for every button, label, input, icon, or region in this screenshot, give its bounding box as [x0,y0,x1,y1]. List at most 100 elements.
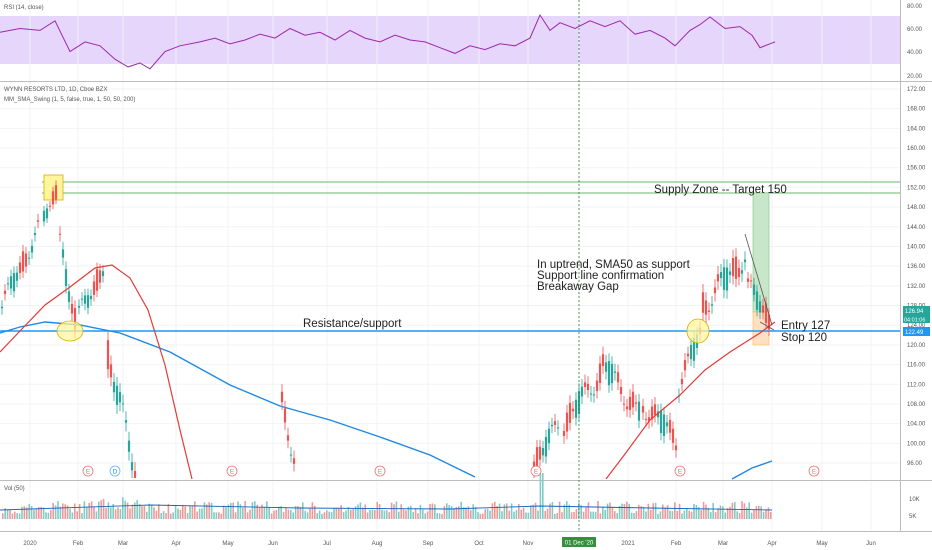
candle-body [553,421,557,425]
candle-body [692,337,696,361]
support-touch-circle-right[interactable] [686,318,710,344]
volume-bar [734,502,736,519]
volume-bar [213,512,215,519]
support-touch-circle-left[interactable] [56,320,84,342]
volume-bar [230,502,232,519]
rsi-title[interactable]: RSI (14, close) [4,5,44,11]
candle-body [662,414,666,437]
thesis-line-1[interactable]: In uptrend, SMA50 as support [537,259,691,271]
volume-bar [693,503,695,519]
candle-body [577,391,581,414]
earnings-marker-label-4: E [534,469,539,476]
candle-body [109,364,113,378]
sma50-line[interactable] [0,264,776,480]
volume-bar [357,504,359,519]
price-tick-label: 156.00 [907,166,926,172]
supply-zone-annotation[interactable]: Supply Zone -- Target 150 [654,184,787,196]
candle-body [598,363,602,383]
volume-bar [242,507,244,519]
stop-annotation[interactable]: Stop 120 [781,332,827,344]
volume-bar [722,506,724,519]
resistance-annotation[interactable]: Resistance/support [303,318,402,330]
volume-bar [642,506,645,519]
earnings-marker-2[interactable]: E [226,465,238,477]
entry-annotation[interactable]: Entry 127 [781,320,830,332]
volume-bar [350,509,352,519]
candle-body [568,402,572,423]
volume-bar [222,505,225,519]
indicator-title[interactable]: MM_SMA_Swing (1, 5, false, true, 1, 50, … [4,97,135,103]
breakout-segment-line[interactable] [759,321,775,331]
volume-bar [54,505,57,519]
earnings-marker-1[interactable]: E [82,465,94,477]
volume-bar [438,513,441,519]
candle-body [27,257,31,259]
candle-body [622,403,626,405]
candle-body [98,270,102,283]
volume-bar [189,506,191,519]
candle-body [33,233,37,236]
volume-bar [388,512,390,519]
candle-body [547,428,551,444]
volume-bar [702,501,705,519]
volume-bar [42,507,45,519]
symbol-title[interactable]: WYNN RESORTS LTD, 1D, Cboe BZX [4,87,107,93]
volume-bar [203,502,206,519]
volume-bar [506,503,508,519]
sma200-line[interactable] [0,321,773,480]
candle-body [686,353,690,357]
volume-bar [527,512,530,519]
candle-body [289,454,293,456]
earnings-marker-4[interactable]: E [530,465,542,477]
volume-bar [239,504,242,519]
candle-body [722,267,726,290]
volume-bar [568,504,570,519]
volume-bar [74,503,76,519]
volume-bar [477,512,479,519]
volume-bar [62,503,64,519]
volume-bar [633,513,635,519]
earnings-marker-circle-1 [82,465,94,477]
volume-bar [273,510,275,519]
volume-bar [292,512,294,519]
volume-bar [381,509,383,519]
volume-bar [251,502,254,519]
candle-body [51,191,55,205]
level-badge[interactable]: 122.49 [903,327,930,336]
volume-bar [395,501,398,519]
volume-bar [486,508,489,519]
volume-bar [405,510,407,519]
volume-bar [566,501,568,519]
earnings-marker-6[interactable]: E [808,465,820,477]
thesis-line-3[interactable]: Breakaway Gap [537,281,619,293]
volume-bar [657,513,659,519]
target-zone-box[interactable] [752,192,770,313]
chart-grid [0,0,900,532]
candle-body [616,372,620,383]
candle-body [101,271,105,277]
thesis-line-2[interactable]: Support line confirmation [537,270,664,282]
volume-bar [508,510,510,519]
volume-bar [419,504,422,519]
time-tick-label: 2021 [621,541,635,547]
volume-bar [518,504,520,519]
volume-bar [741,501,743,519]
volume-bar [172,512,174,519]
dividend-marker[interactable]: D [109,465,121,477]
volume-bar [402,509,405,519]
downtrend-line[interactable] [744,233,773,326]
last-price-badge[interactable]: 126.94 [903,306,930,315]
time-axis[interactable]: 2020 Feb Mar Apr May Jun Jul Aug Sep Oct Nov 2021 Fe… [23,541,876,547]
volume-bar [160,513,162,519]
earnings-marker-5[interactable]: E [674,465,686,477]
countdown-badge[interactable]: 04:01:06 [903,315,930,324]
candle-body [628,396,632,411]
crosshair-date-badge: 01 Dec '20 [562,537,596,547]
earnings-marker-3[interactable]: E [374,465,386,477]
time-tick-label: Feb [73,541,84,547]
volume-title[interactable]: Vol (50) [4,486,25,492]
time-tick-label: Feb [671,541,682,547]
price-tick-label: 108.00 [907,402,926,408]
candle-body [613,371,617,373]
